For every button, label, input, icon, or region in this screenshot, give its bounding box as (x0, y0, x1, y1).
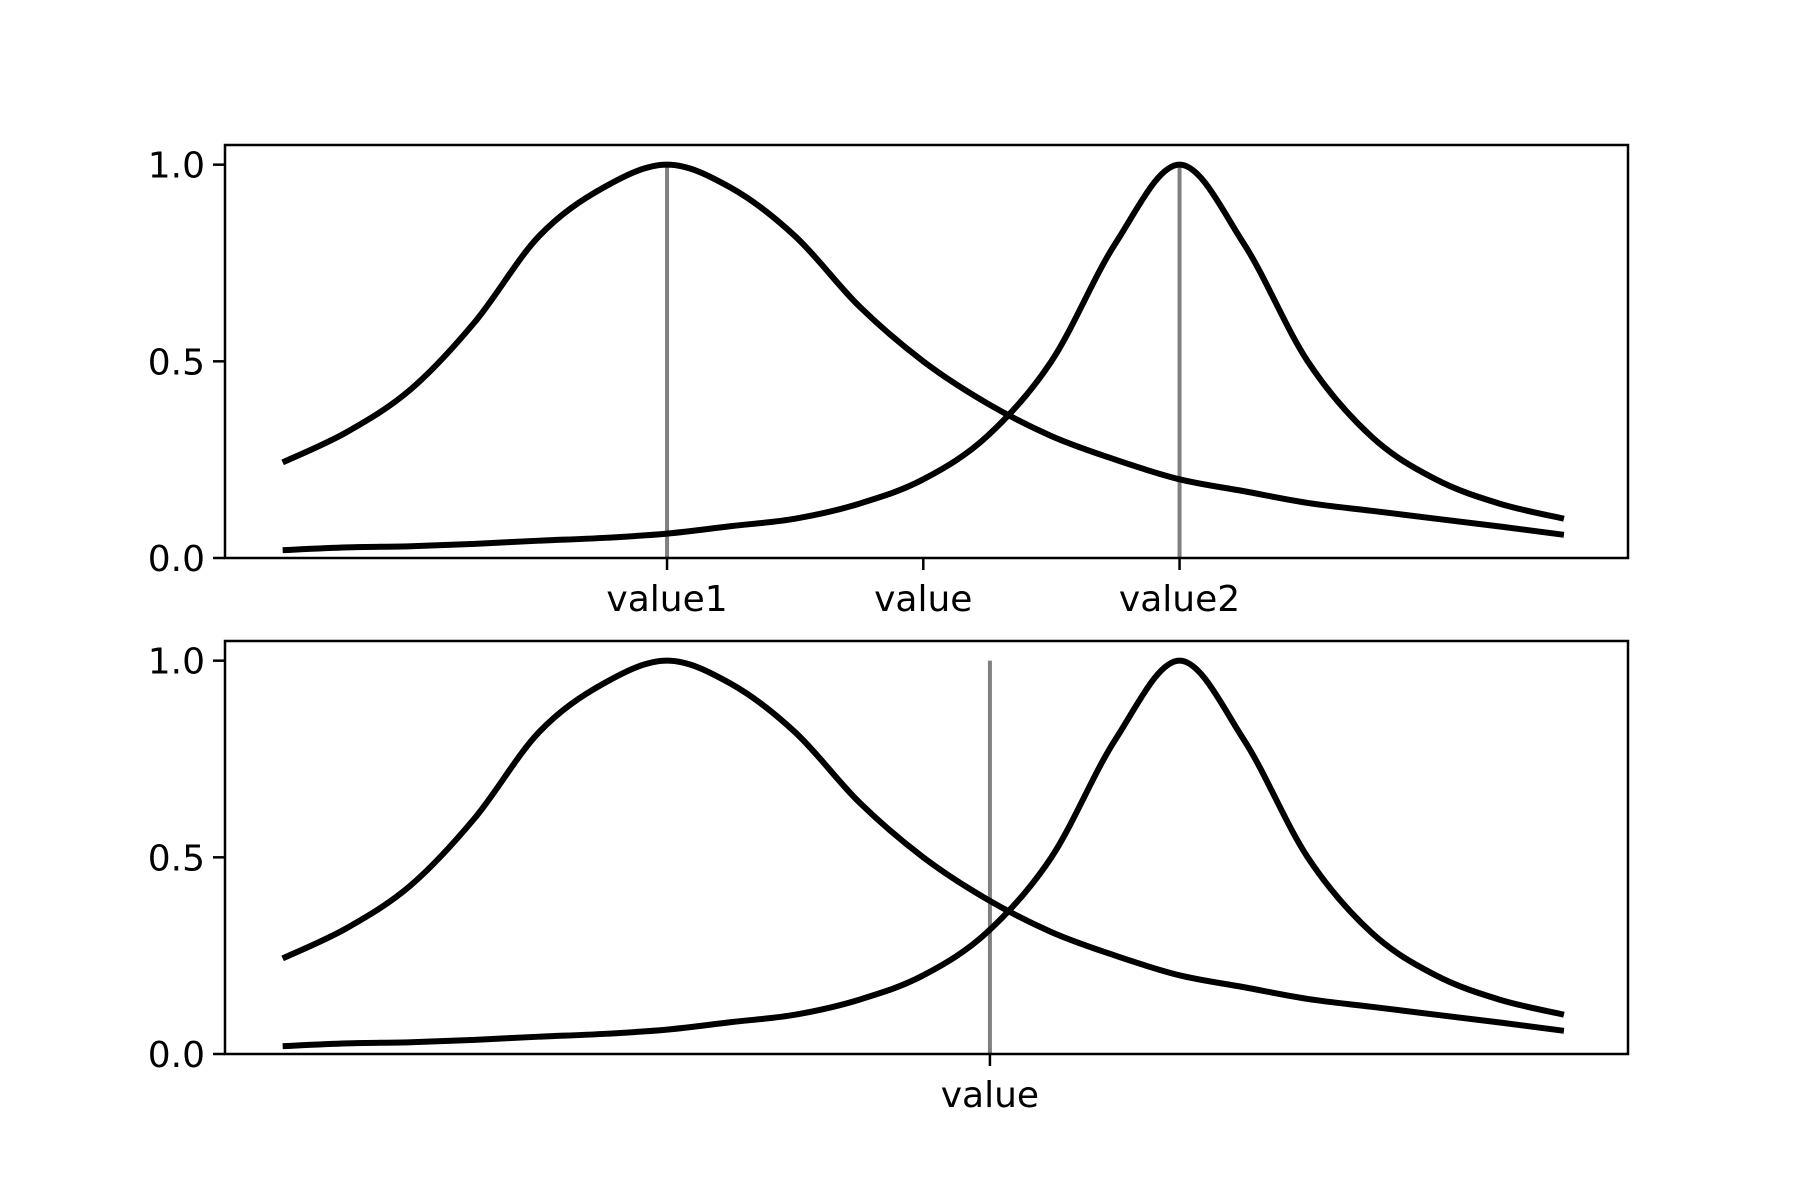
series-line-1 (281, 161, 1565, 538)
bottom-plot: 0.0 0.5 1.0 value (148, 639, 1630, 1116)
x-tick-label: value2 (1119, 579, 1240, 620)
top-plot: 0.0 0.5 1.0 value1 value value2 (148, 143, 1630, 620)
y-tick-label: 1.0 (148, 642, 205, 683)
x-tick-label: value1 (606, 579, 727, 620)
x-tick-label: value (874, 579, 972, 620)
y-tick-label: 0.0 (148, 1035, 205, 1076)
y-tick-label: 0.5 (148, 342, 205, 383)
y-tick-label: 1.0 (148, 146, 205, 187)
y-tick-label: 0.5 (148, 838, 205, 879)
series-line-2 (282, 657, 1565, 1050)
y-tick-label: 0.0 (148, 539, 205, 580)
series-line-2 (282, 161, 1565, 554)
series-line-1 (281, 657, 1565, 1034)
x-tick-label: value (941, 1075, 1039, 1116)
axes-frame (223, 143, 1630, 560)
axes-frame (223, 639, 1630, 1056)
